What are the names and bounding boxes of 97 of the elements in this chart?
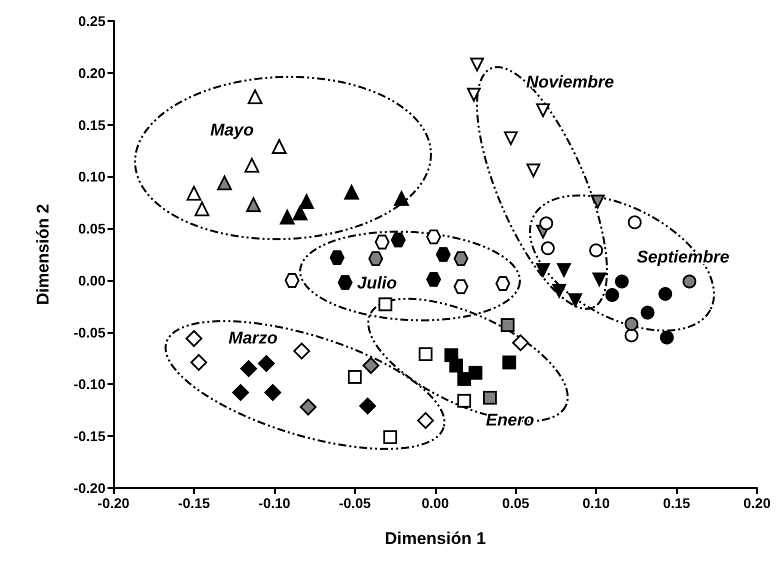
point — [359, 398, 376, 414]
x-axis-title: Dimensión 1 — [384, 529, 486, 548]
annotation: Julio — [357, 274, 397, 292]
point — [468, 366, 482, 380]
point — [536, 103, 550, 118]
point — [272, 139, 287, 154]
annotation: Marzo — [228, 328, 278, 348]
point — [217, 175, 232, 190]
y-tick-label: 0.10 — [78, 168, 106, 185]
x-tick-label: -0.20 — [98, 495, 130, 511]
point — [512, 334, 529, 352]
point — [457, 394, 472, 408]
point — [426, 229, 442, 244]
point — [344, 184, 359, 200]
point — [300, 398, 317, 416]
point — [378, 297, 392, 312]
point — [628, 215, 642, 230]
point — [248, 89, 262, 104]
y-tick-label: -0.10 — [74, 376, 106, 392]
y-tick-label: -0.05 — [74, 324, 106, 340]
annotation: Noviembre — [526, 72, 614, 92]
point — [454, 251, 468, 266]
y-axis-title: Dimensión 2 — [34, 204, 52, 306]
point — [592, 272, 606, 286]
point — [186, 186, 202, 201]
x-tick-label: 0.15 — [662, 495, 690, 511]
point — [590, 194, 605, 208]
x-tick-label: 0.00 — [422, 495, 450, 511]
point — [338, 275, 353, 290]
point — [624, 328, 638, 342]
point — [658, 287, 672, 301]
point — [194, 201, 210, 216]
point — [246, 197, 261, 212]
y-tick-label: 0.15 — [78, 116, 106, 133]
annotation: Enero — [486, 410, 534, 430]
point — [449, 358, 464, 372]
point — [264, 384, 282, 401]
y-tick-label: 0.20 — [78, 64, 106, 81]
point — [552, 284, 566, 298]
point — [244, 158, 260, 173]
x-tick-label: -0.15 — [178, 495, 210, 511]
point — [232, 384, 249, 401]
x-tick-label: -0.10 — [258, 495, 291, 511]
y-tick-label: -0.15 — [74, 428, 106, 444]
point — [540, 241, 555, 256]
point — [500, 318, 515, 332]
x-tick-label: 0.05 — [502, 495, 530, 511]
point — [495, 276, 510, 291]
point — [568, 293, 582, 308]
point — [502, 356, 516, 370]
y-tick-label: 0.25 — [78, 13, 106, 29]
point — [418, 347, 432, 362]
point — [240, 360, 258, 378]
point — [362, 357, 380, 374]
point — [504, 131, 518, 146]
point — [557, 263, 571, 277]
point — [640, 306, 655, 320]
point — [368, 251, 384, 266]
point — [589, 243, 604, 258]
point — [624, 317, 638, 331]
point — [436, 247, 451, 262]
point — [280, 210, 295, 225]
annotation: Septiembre — [636, 248, 730, 266]
point — [258, 355, 275, 372]
y-tick-label: 0.05 — [78, 220, 106, 237]
point — [190, 354, 208, 371]
point — [186, 330, 202, 347]
point — [426, 272, 442, 287]
point — [526, 164, 540, 178]
point — [348, 370, 362, 384]
point — [454, 279, 468, 294]
point — [390, 232, 406, 248]
point — [466, 88, 481, 102]
annotation: Mayo — [210, 120, 254, 140]
point — [383, 430, 398, 444]
point — [330, 250, 345, 266]
y-tick-label: 0.00 — [78, 272, 106, 288]
x-tick-label: 0.20 — [743, 495, 771, 511]
x-tick-label: -0.05 — [338, 495, 371, 511]
point — [299, 194, 314, 209]
point — [457, 372, 472, 386]
y-tick-label: -0.20 — [74, 480, 106, 496]
point — [292, 206, 308, 220]
point — [394, 191, 409, 206]
point — [660, 330, 674, 344]
point — [293, 342, 310, 360]
point — [536, 263, 550, 277]
point — [374, 234, 390, 250]
point — [682, 274, 696, 288]
point — [470, 58, 484, 72]
point — [539, 216, 554, 230]
point — [605, 288, 620, 302]
point — [284, 273, 300, 288]
point — [483, 390, 497, 405]
point — [614, 274, 629, 288]
x-tick-label: 0.10 — [582, 495, 610, 511]
point — [417, 412, 434, 429]
